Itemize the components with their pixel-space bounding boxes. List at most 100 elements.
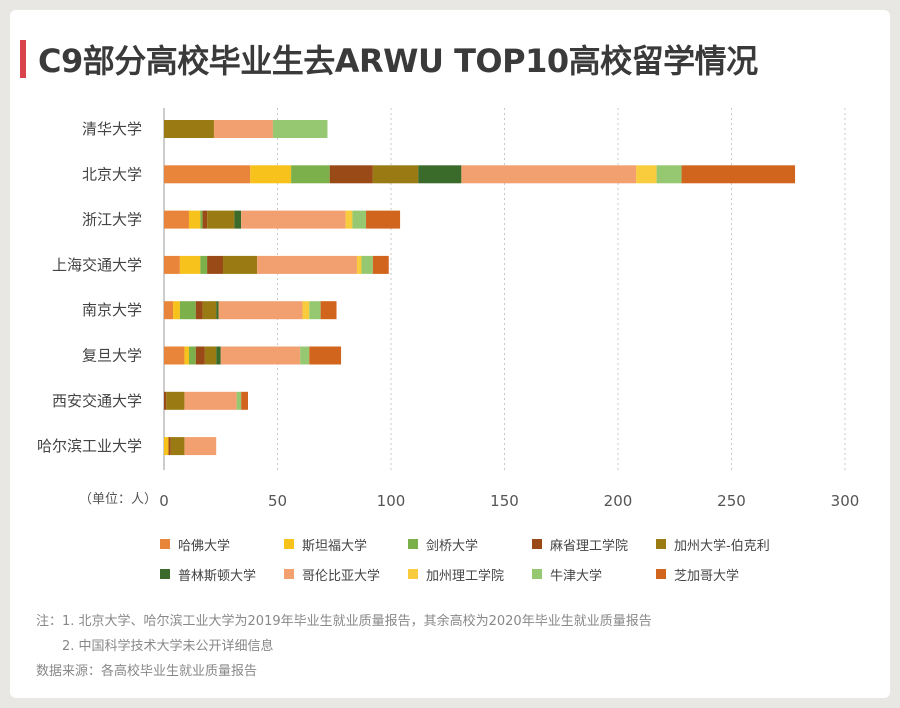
legend-swatch — [656, 569, 666, 579]
bar-segment — [195, 346, 205, 365]
legend-label: 麻省理工学院 — [550, 538, 629, 554]
legend-swatch — [408, 539, 418, 549]
x-tick-label: 0 — [159, 492, 169, 510]
bar-segment — [636, 165, 657, 184]
bar-segment — [188, 210, 201, 229]
bar-segment — [309, 301, 321, 320]
legend-label: 牛津大学 — [550, 568, 603, 584]
notes: 注：1. 北京大学、哈尔滨工业大学为2019年毕业生就业质量报告，其余高校为20… — [36, 609, 652, 684]
bar-segment — [241, 391, 248, 410]
bar-segment — [207, 255, 224, 274]
chart-title: C9部分高校毕业生去ARWU TOP10高校留学情况 — [38, 42, 758, 80]
bar-segment — [372, 255, 389, 274]
bar-segment — [168, 437, 171, 456]
legend: 哈佛大学 斯坦福大学 剑桥大学 麻省理工学院 加州大学-伯克利普林斯顿大学 哥伦比亚大学 加… — [160, 534, 800, 594]
bar-segment — [184, 346, 189, 365]
legend-item: 加州大学-伯克利 — [656, 534, 780, 554]
legend-swatch — [284, 569, 294, 579]
category-label: 南京大学 — [82, 301, 142, 319]
bar-segment — [164, 346, 185, 365]
category-label: 复旦大学 — [82, 347, 142, 365]
bar-segment — [173, 301, 180, 320]
x-tick-label: 250 — [717, 492, 746, 510]
bar-segment — [216, 301, 219, 320]
label-layer: 0 50 100 150 200 250 300 清华大学北京大学浙江大学上海交通大学南京大学… — [37, 120, 859, 510]
bar-segment — [166, 391, 185, 410]
bar-segment — [241, 210, 346, 229]
bar-segment — [418, 165, 462, 184]
bar-segment — [179, 301, 196, 320]
legend-item: 麻省理工学院 — [532, 534, 656, 554]
bar-segment — [184, 391, 237, 410]
bar-segment — [461, 165, 637, 184]
bar-segment — [681, 165, 796, 184]
legend-swatch — [532, 569, 542, 579]
x-tick-label: 200 — [604, 492, 633, 510]
bar-segment — [204, 346, 217, 365]
legend-swatch — [656, 539, 666, 549]
x-tick-label: 300 — [831, 492, 860, 510]
legend-swatch — [408, 569, 418, 579]
bar-segment — [257, 255, 357, 274]
bar-segment — [372, 165, 419, 184]
bar-segment — [207, 210, 235, 229]
legend-row: 普林斯顿大学 哥伦比亚大学 加州理工学院 牛津大学 芝加哥大学 — [160, 564, 800, 584]
category-label: 清华大学 — [82, 120, 142, 138]
category-label: 西安交通大学 — [52, 392, 142, 410]
bar-segment — [164, 120, 214, 138]
note-1: 注：1. 北京大学、哈尔滨工业大学为2019年毕业生就业质量报告，其余高校为20… — [36, 614, 652, 629]
note-2: 2. 中国科学技术大学未公开详细信息 — [62, 639, 274, 654]
legend-item: 斯坦福大学 — [284, 534, 408, 554]
x-tick-label: 100 — [377, 492, 406, 510]
bar-segment — [188, 346, 196, 365]
legend-item: 加州理工学院 — [408, 564, 532, 584]
bar-segment — [236, 391, 242, 410]
legend-swatch — [160, 539, 170, 549]
category-label: 上海交通大学 — [52, 256, 142, 274]
legend-item: 哈佛大学 — [160, 534, 284, 554]
bar-segment — [234, 210, 242, 229]
legend-label: 哥伦比亚大学 — [302, 568, 381, 584]
bar-segment — [164, 437, 169, 456]
bar-segment — [320, 301, 337, 320]
legend-label: 哈佛大学 — [178, 538, 231, 554]
legend-swatch — [160, 569, 170, 579]
legend-item: 普林斯顿大学 — [160, 564, 284, 584]
bar-segment — [300, 346, 310, 365]
bar-segment — [200, 255, 208, 274]
legend-label: 芝加哥大学 — [674, 568, 740, 584]
bar-segment — [202, 301, 217, 320]
bar-segment — [216, 346, 221, 365]
category-label: 哈尔滨工业大学 — [37, 437, 142, 455]
legend-item: 剑桥大学 — [408, 534, 532, 554]
legend-item: 牛津大学 — [532, 564, 656, 584]
unit-label: （单位：人） — [79, 492, 157, 507]
bar-segment — [170, 437, 185, 456]
legend-label: 加州理工学院 — [426, 568, 505, 584]
bar-segment — [302, 301, 310, 320]
bar-segment — [218, 301, 303, 320]
bar-segment — [656, 165, 682, 184]
x-tick-label: 50 — [268, 492, 287, 510]
bar-segment — [366, 210, 401, 229]
bar-segment — [250, 165, 292, 184]
bar-segment — [164, 255, 180, 274]
bar-segment — [184, 437, 217, 456]
bar-segment — [164, 210, 189, 229]
bar-segment — [272, 120, 328, 138]
bar-segment — [291, 165, 330, 184]
bar-segment — [164, 301, 174, 320]
legend-label: 普林斯顿大学 — [178, 568, 257, 584]
category-label: 北京大学 — [82, 165, 142, 183]
bar-layer — [164, 120, 796, 456]
bar-segment — [356, 255, 362, 274]
legend-label: 斯坦福大学 — [302, 538, 368, 554]
legend-item: 哥伦比亚大学 — [284, 564, 408, 584]
bar-segment — [361, 255, 373, 274]
legend-row: 哈佛大学 斯坦福大学 剑桥大学 麻省理工学院 加州大学-伯克利 — [160, 534, 800, 554]
chart-card — [10, 10, 890, 698]
title-accent-bar — [20, 40, 26, 78]
bar-segment — [329, 165, 373, 184]
bar-segment — [309, 346, 342, 365]
legend-label: 加州大学-伯克利 — [674, 538, 770, 554]
